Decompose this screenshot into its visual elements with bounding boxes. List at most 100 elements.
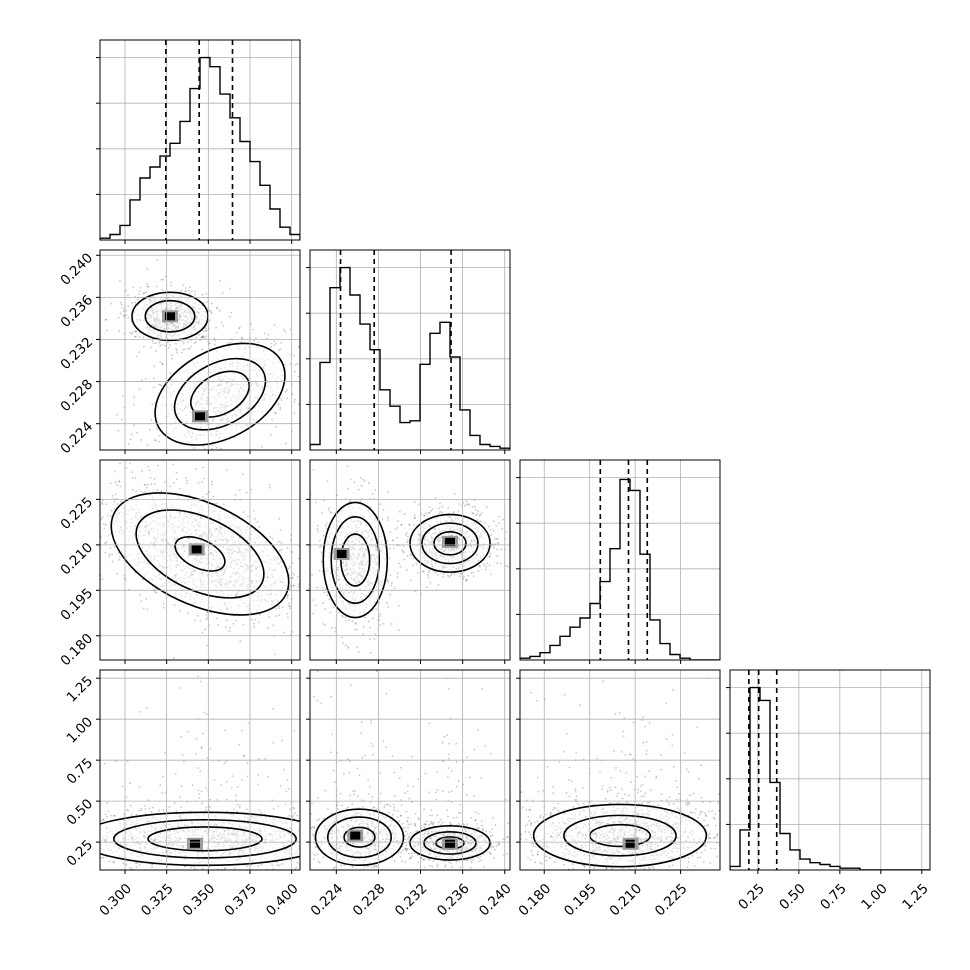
sample-point [304,548,306,550]
sample-point [371,617,374,619]
sample-point [29,811,31,813]
sample-point [154,342,157,345]
sample-point [125,314,127,317]
sample-point [281,606,284,609]
sample-point [321,587,324,589]
sample-point [389,547,391,550]
sample-point [374,488,377,491]
sample-point [274,653,277,656]
sample-point [110,302,113,305]
sample-point [147,285,150,288]
sample-point [226,469,228,471]
sample-point [142,292,145,295]
sample-point [205,713,208,715]
sample-point [238,743,241,746]
sample-point [86,833,88,835]
sample-point [204,448,207,450]
sample-point [109,482,112,485]
sample-point [148,428,151,431]
sample-point [279,408,282,411]
sample-point [204,329,207,332]
sample-point [470,572,473,574]
sample-point [399,565,402,568]
sample-point [126,760,129,763]
sample-point [438,507,440,510]
sample-point [162,466,164,468]
sample-point [331,614,333,616]
sample-point [190,339,192,342]
sample-point [147,465,150,468]
sample-point [215,326,218,329]
sample-point [83,751,85,753]
sample-point [308,610,310,612]
sample-point [378,615,381,618]
sample-point [169,284,172,287]
sample-point [349,499,351,502]
sample-point [421,571,424,573]
sample-point [119,462,121,465]
sample-point [141,873,143,875]
sample-point [451,573,453,575]
sample-point [278,614,281,616]
sample-point [190,872,192,874]
sample-point [254,336,257,339]
sample-point [107,534,110,537]
sample-point [477,570,480,573]
sample-point [188,289,190,292]
sample-point [97,823,99,825]
sample-point [62,848,64,850]
sample-point [52,435,54,437]
sample-point [429,582,432,584]
sample-point [114,481,117,484]
sample-point [288,602,290,605]
sample-point [184,290,187,292]
sample-point [110,509,113,512]
sample-point [100,819,103,821]
sample-point [312,612,315,615]
sample-point [302,541,304,543]
sample-point [108,553,111,556]
sample-point [136,355,139,358]
sample-point [211,480,214,483]
sample-point [201,746,203,748]
sample-point [483,563,485,566]
sample-point [83,489,85,491]
sample-point [314,592,316,594]
sample-point [158,341,161,344]
sample-point [151,340,154,343]
sample-point [163,481,166,484]
sample-point [490,573,492,576]
sample-point [269,536,272,538]
sample-point [278,607,280,610]
sample-point [245,491,248,494]
sample-point [387,580,390,583]
sample-point [296,861,299,864]
sample-point [297,403,300,406]
sample-point [125,310,127,312]
sample-point [490,533,493,536]
sample-point [293,412,296,415]
sample-point [279,406,282,409]
sample-point [118,480,121,482]
sample-point [171,354,174,357]
sample-point [268,486,271,489]
density-panel-2-1 [310,465,510,654]
sample-point [347,645,349,648]
sample-point [406,568,408,571]
panel-frame [519,459,721,661]
sample-point [149,476,152,479]
histogram-panel-1 [306,249,511,454]
sample-point [199,620,202,622]
sample-point [121,307,124,309]
sample-point [436,573,439,576]
sample-point [137,293,140,295]
sample-point [218,279,221,282]
sample-point [367,482,370,485]
sample-point [104,542,106,545]
sample-point [417,571,420,574]
sample-point [92,520,94,522]
sample-point [267,775,269,778]
sample-point [318,539,321,542]
sample-point [229,626,231,629]
sample-point [197,675,200,678]
